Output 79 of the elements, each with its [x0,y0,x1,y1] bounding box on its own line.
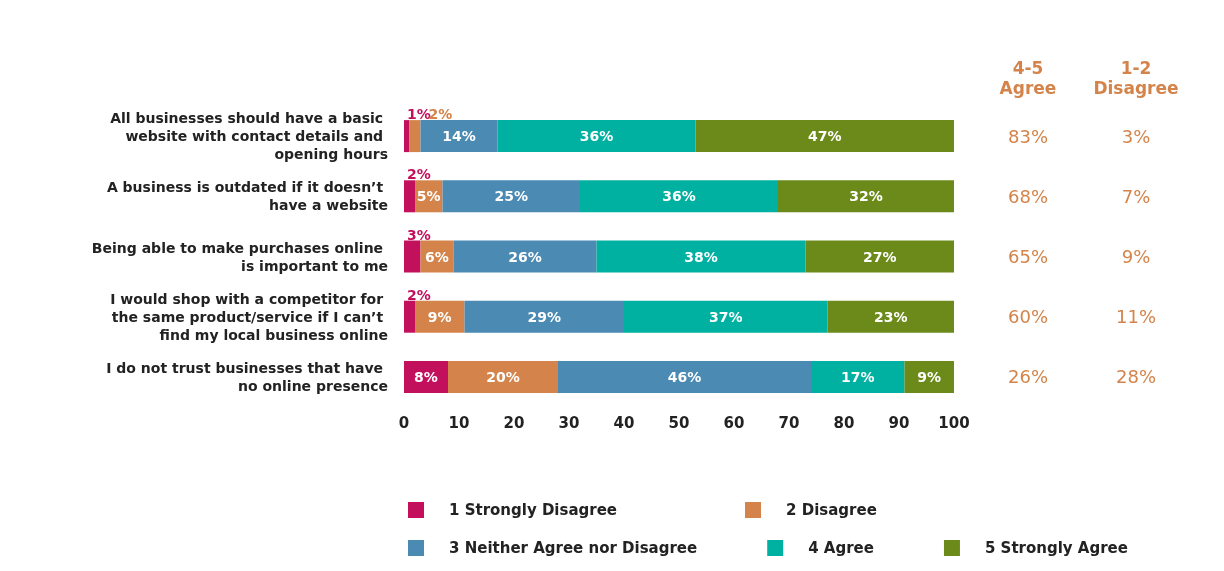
data-label: 36% [662,188,696,205]
data-label: 5% [416,188,441,205]
data-label: 27% [862,248,897,265]
y-tick-label: A business is outdated if it doesn’t have a website [106,179,388,214]
bar [827,300,954,333]
data-label: 2% [428,106,453,123]
bar [558,360,811,393]
text: 11% [1115,306,1157,328]
bar [404,180,415,213]
y-tick-label: All businesses should have a basic website with contact details and opening hours [110,110,388,163]
text: 4-5 Agree [999,58,1057,98]
data-label: 9% [917,368,942,385]
x-tick-label: 0 [398,413,410,432]
data-label: 36% [579,128,614,145]
text: 28% [1115,366,1157,388]
text: 68% [1007,185,1049,207]
text: 7% [1121,185,1151,207]
x-tick-label: 100 [938,413,970,432]
text: 65% [1007,246,1049,267]
data-label: 46% [667,368,702,385]
bar [624,300,828,333]
bar [442,180,580,213]
data-label: 25% [494,188,529,205]
y-tick-label: Being able to make purchases online is important to me [91,239,388,274]
data-label: 23% [873,308,908,325]
legend-label: 1 Strongly Disagree [449,501,618,519]
data-label: 32% [849,188,883,205]
x-tick-label: 30 [558,413,580,432]
text: 26% [1007,366,1049,388]
bar [448,360,558,393]
data-label: 17% [840,368,875,385]
bar [453,240,597,273]
x-tick-label: 60 [723,413,745,432]
bar [778,180,954,213]
legend-label: 2 Disagree [786,501,877,519]
y-tick-label: I would shop with a competitor for the same product/service if I can’t find my local business online [110,290,388,343]
text: 83% [1007,125,1049,147]
text: 9% [1121,246,1151,267]
bar [404,240,421,273]
bar [497,120,696,153]
bar [596,240,806,273]
y-tick-label: I do not trust businesses that have no online presence [106,359,388,394]
bar [415,300,465,333]
text: 60% [1007,306,1049,328]
text: 3% [1121,125,1151,147]
data-label: 2% [407,166,431,183]
legend-label: 5 Strongly Agree [984,539,1128,557]
bar [420,120,498,153]
data-label: 38% [684,248,718,265]
x-tick-label: 20 [503,413,525,432]
bar [404,300,415,333]
data-label: 29% [527,308,562,325]
x-tick-label: 80 [833,413,855,432]
bar [404,120,410,153]
text: 1-2 Disagree [1093,58,1179,98]
data-label: 47% [807,128,842,145]
data-label: 37% [708,308,743,325]
bar [811,360,905,393]
x-tick-label: 40 [613,413,635,432]
bar [695,120,954,153]
bar [580,180,778,213]
data-label: 26% [508,248,542,265]
data-label: 14% [442,128,476,145]
bar [805,240,954,273]
x-tick-label: 10 [448,413,470,432]
legend-label: 4 Agree [808,539,874,557]
bar [464,300,624,333]
x-tick-label: 70 [778,413,800,432]
bar [409,120,421,153]
x-tick-label: 90 [888,413,910,432]
data-label: 8% [414,368,438,385]
data-label: 6% [425,248,449,265]
data-label: 9% [427,308,452,325]
data-label: 20% [486,368,520,385]
data-label: 1% [407,106,431,123]
x-tick-label: 50 [668,413,690,432]
legend-label: 3 Neither Agree nor Disagree [449,539,698,557]
data-label: 2% [407,286,431,303]
data-label: 3% [407,226,431,243]
